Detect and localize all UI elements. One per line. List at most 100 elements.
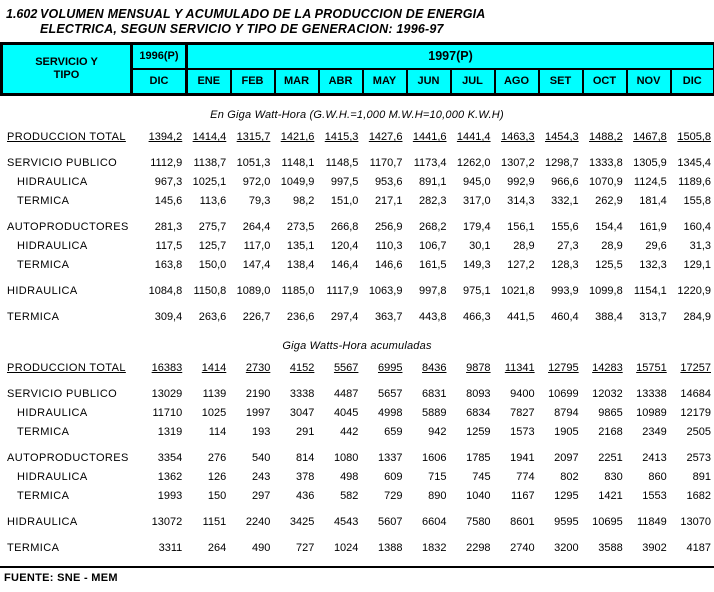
value-cell: 13072 [151, 516, 183, 528]
value-cell: 2573 [686, 452, 711, 464]
value-cell: 146,6 [374, 259, 403, 271]
value-cell: 10699 [548, 388, 579, 400]
value-cell: 276 [207, 452, 227, 464]
header-month: NOV [625, 68, 672, 96]
value-cell: 5889 [422, 407, 447, 419]
value-cell: 275,7 [198, 221, 227, 233]
row-label: HIDRAULICA [17, 240, 88, 252]
value-cell: 11341 [504, 362, 535, 374]
table-header: SERVICIO Y TIPO 1996(P) 1997(P) DIC ENE … [0, 42, 714, 96]
value-cell: 6604 [422, 516, 447, 528]
header-month: DIC [669, 68, 714, 96]
value-cell: 1148,1 [281, 157, 315, 169]
value-cell: 273,5 [286, 221, 315, 233]
value-cell: 14283 [592, 362, 623, 374]
value-cell: 3425 [289, 516, 315, 528]
value-cell: 154,4 [595, 221, 623, 233]
value-cell: 1305,9 [633, 157, 667, 169]
table-row: SERVICIO PUBLICO 1112,9 1138,7 1051,3 1148,1… [0, 147, 714, 173]
value-cell: 264,4 [242, 221, 271, 233]
value-cell: 992,9 [507, 176, 535, 188]
value-cell: 1139 [202, 388, 227, 400]
value-cell: 2730 [245, 362, 271, 374]
value-cell: 363,7 [374, 311, 403, 323]
value-cell: 8794 [554, 407, 579, 419]
value-cell: 2240 [245, 516, 271, 528]
value-cell: 10989 [636, 407, 667, 419]
table-title-text: VOLUMEN MENSUAL Y ACUMULADO DE LA PRODUC… [40, 7, 486, 36]
value-cell: 1905 [554, 426, 579, 438]
value-cell: 147,4 [242, 259, 271, 271]
table-row: HIDRAULICA 117,5 125,7 117,0 135,1 120,4 110,3… [0, 237, 714, 256]
table-row: TERMICA 145,6 113,6 79,3 98,2 151,0 217,1 282,3… [0, 192, 714, 211]
row-label: SERVICIO PUBLICO [7, 157, 118, 169]
value-cell: 1112,9 [150, 157, 183, 169]
value-cell: 466,3 [463, 311, 491, 323]
value-cell: 1337 [377, 452, 403, 464]
value-cell: 79,3 [248, 195, 271, 207]
row-label: HIDRAULICA [7, 285, 78, 297]
value-cell: 1185,0 [281, 285, 315, 297]
value-cell: 236,6 [286, 311, 315, 323]
value-cell: 1040 [466, 490, 491, 502]
value-cell: 263,6 [198, 311, 227, 323]
value-cell: 727 [296, 542, 315, 554]
value-cell: 1307,2 [500, 157, 535, 169]
row-label: TERMICA [17, 195, 70, 207]
value-cell: 6831 [422, 388, 447, 400]
value-cell: 256,9 [374, 221, 403, 233]
header-servicio-line1: SERVICIO Y [35, 56, 98, 68]
value-cell: 9865 [598, 407, 623, 419]
value-cell: 2298 [466, 542, 491, 554]
value-cell: 117,0 [243, 240, 271, 252]
value-cell: 113,6 [199, 195, 227, 207]
value-cell: 155,6 [551, 221, 579, 233]
row-label: HIDRAULICA [17, 407, 88, 419]
value-cell: 582 [340, 490, 359, 502]
value-cell: 5567 [333, 362, 359, 374]
value-cell: 1080 [333, 452, 359, 464]
value-cell: 1394,2 [148, 131, 183, 143]
value-cell: 1298,7 [545, 157, 579, 169]
value-cell: 2097 [554, 452, 579, 464]
page-title: 1.602 VOLUMEN MENSUAL Y ACUMULADO DE LA … [0, 0, 714, 37]
header-month: FEB [229, 68, 276, 96]
value-cell: 1262,0 [456, 157, 491, 169]
header-month: ENE [185, 68, 232, 96]
value-cell: 14684 [680, 388, 711, 400]
value-cell: 3354 [157, 452, 183, 464]
table-row: HIDRAULICA 11710 1025 1997 3047 4045 4998 5889 6… [0, 404, 714, 423]
value-cell: 4152 [289, 362, 315, 374]
value-cell: 243 [251, 471, 271, 483]
value-cell: 891,1 [418, 176, 447, 188]
value-cell: 163,8 [154, 259, 183, 271]
value-cell: 1573 [510, 426, 535, 438]
value-cell: 126 [207, 471, 227, 483]
value-cell: 891 [692, 471, 711, 483]
value-cell: 8436 [422, 362, 447, 374]
value-cell: 890 [428, 490, 447, 502]
value-cell: 268,2 [418, 221, 447, 233]
value-cell: 860 [648, 471, 667, 483]
value-cell: 2413 [642, 452, 667, 464]
header-month: ABR [317, 68, 364, 96]
value-cell: 106,7 [418, 240, 447, 252]
value-cell: 460,4 [551, 311, 579, 323]
value-cell: 774 [516, 471, 535, 483]
value-cell: 1319 [157, 426, 183, 438]
table-number: 1.602 [6, 7, 38, 21]
header-month: MAR [273, 68, 320, 96]
value-cell: 1117,9 [326, 285, 359, 297]
table-row: TERMICA 1319 114 193 291 442 659 942 1259 1573 190… [0, 423, 714, 442]
table-row: HIDRAULICA 13072 1151 2240 3425 4543 5607 6604 7… [0, 506, 714, 532]
value-cell: 332,1 [551, 195, 579, 207]
value-cell: 266,8 [330, 221, 359, 233]
value-cell: 27,3 [557, 240, 579, 252]
value-cell: 1463,3 [500, 131, 535, 143]
value-cell: 1421,6 [280, 131, 315, 143]
value-cell: 972,0 [242, 176, 271, 188]
value-cell: 281,3 [154, 221, 183, 233]
value-cell: 442 [340, 426, 359, 438]
value-cell: 30,1 [469, 240, 491, 252]
